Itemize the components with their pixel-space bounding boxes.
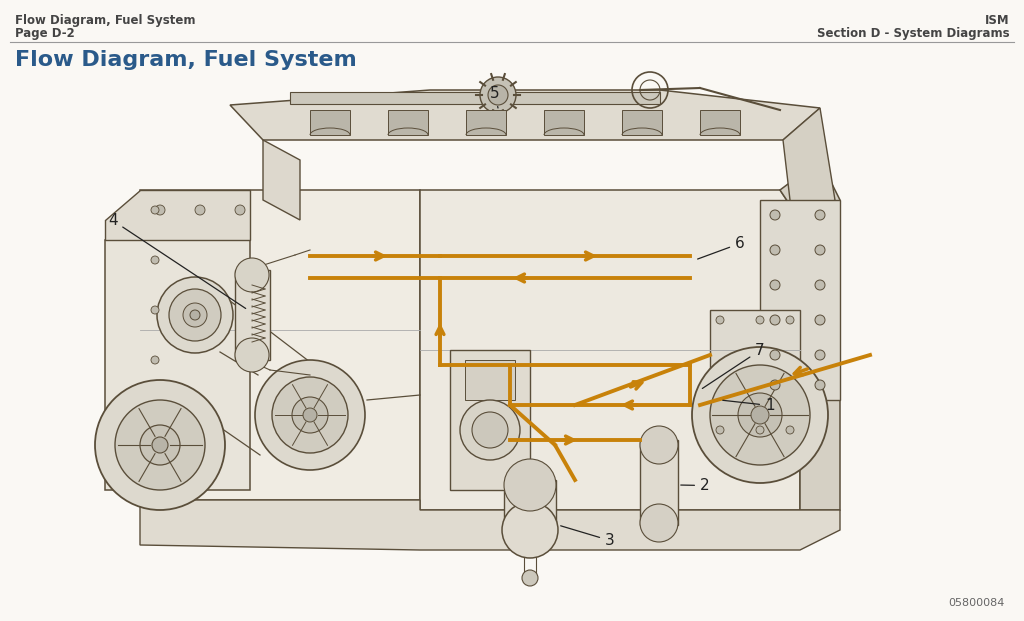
- Circle shape: [692, 347, 828, 483]
- Circle shape: [234, 258, 269, 292]
- Bar: [465, 360, 515, 400]
- Bar: [710, 310, 800, 440]
- Bar: [234, 270, 270, 360]
- Circle shape: [815, 380, 825, 390]
- Text: 1: 1: [723, 398, 774, 413]
- Circle shape: [738, 393, 782, 437]
- Bar: [622, 110, 662, 135]
- Bar: [310, 110, 350, 135]
- Bar: [450, 350, 530, 490]
- Circle shape: [640, 504, 678, 542]
- Circle shape: [786, 316, 794, 324]
- Polygon shape: [263, 140, 300, 220]
- Circle shape: [770, 350, 780, 360]
- Circle shape: [151, 356, 159, 364]
- Circle shape: [522, 570, 538, 586]
- Circle shape: [151, 306, 159, 314]
- Circle shape: [815, 210, 825, 220]
- Circle shape: [716, 426, 724, 434]
- Polygon shape: [780, 160, 840, 510]
- Circle shape: [183, 303, 207, 327]
- Polygon shape: [230, 90, 820, 140]
- Text: 05800084: 05800084: [948, 598, 1005, 608]
- Circle shape: [815, 315, 825, 325]
- Circle shape: [472, 412, 508, 448]
- Circle shape: [140, 425, 180, 465]
- Bar: [504, 480, 556, 535]
- Polygon shape: [140, 500, 840, 550]
- Bar: [640, 440, 678, 525]
- Bar: [290, 92, 660, 104]
- Text: 2: 2: [681, 478, 710, 493]
- Circle shape: [195, 205, 205, 215]
- Circle shape: [255, 360, 365, 470]
- Circle shape: [504, 459, 556, 511]
- Bar: [388, 110, 428, 135]
- Circle shape: [292, 397, 328, 433]
- Bar: [544, 110, 584, 135]
- Bar: [700, 110, 740, 135]
- Circle shape: [815, 245, 825, 255]
- Circle shape: [770, 380, 780, 390]
- Circle shape: [770, 245, 780, 255]
- Circle shape: [770, 315, 780, 325]
- Circle shape: [480, 77, 516, 113]
- Circle shape: [460, 400, 520, 460]
- Bar: [760, 200, 840, 400]
- Text: Section D - System Diagrams: Section D - System Diagrams: [817, 27, 1010, 40]
- Circle shape: [815, 280, 825, 290]
- Circle shape: [640, 426, 678, 464]
- Circle shape: [234, 205, 245, 215]
- Polygon shape: [105, 190, 250, 240]
- Circle shape: [169, 289, 221, 341]
- Polygon shape: [105, 240, 250, 490]
- Circle shape: [303, 408, 317, 422]
- Circle shape: [756, 316, 764, 324]
- Text: 6: 6: [697, 236, 744, 259]
- Text: 4: 4: [108, 213, 246, 309]
- Bar: [466, 110, 506, 135]
- Circle shape: [756, 426, 764, 434]
- Polygon shape: [420, 190, 800, 510]
- Circle shape: [815, 350, 825, 360]
- Circle shape: [272, 377, 348, 453]
- Polygon shape: [783, 108, 835, 220]
- Circle shape: [190, 310, 200, 320]
- Circle shape: [157, 277, 233, 353]
- Text: 5: 5: [490, 86, 500, 108]
- Text: ISM: ISM: [985, 14, 1010, 27]
- Circle shape: [751, 406, 769, 424]
- Circle shape: [151, 256, 159, 264]
- Polygon shape: [140, 190, 420, 500]
- Text: Flow Diagram, Fuel System: Flow Diagram, Fuel System: [15, 50, 356, 70]
- Circle shape: [152, 437, 168, 453]
- Circle shape: [716, 316, 724, 324]
- Text: 3: 3: [561, 526, 614, 548]
- Circle shape: [115, 400, 205, 490]
- Circle shape: [151, 206, 159, 214]
- Circle shape: [95, 380, 225, 510]
- Circle shape: [234, 338, 269, 372]
- Circle shape: [786, 426, 794, 434]
- Text: Page D-2: Page D-2: [15, 27, 75, 40]
- Circle shape: [155, 205, 165, 215]
- Circle shape: [710, 365, 810, 465]
- Circle shape: [502, 502, 558, 558]
- Text: Flow Diagram, Fuel System: Flow Diagram, Fuel System: [15, 14, 196, 27]
- Text: 7: 7: [702, 343, 765, 389]
- Circle shape: [488, 85, 508, 105]
- Circle shape: [770, 210, 780, 220]
- Circle shape: [770, 280, 780, 290]
